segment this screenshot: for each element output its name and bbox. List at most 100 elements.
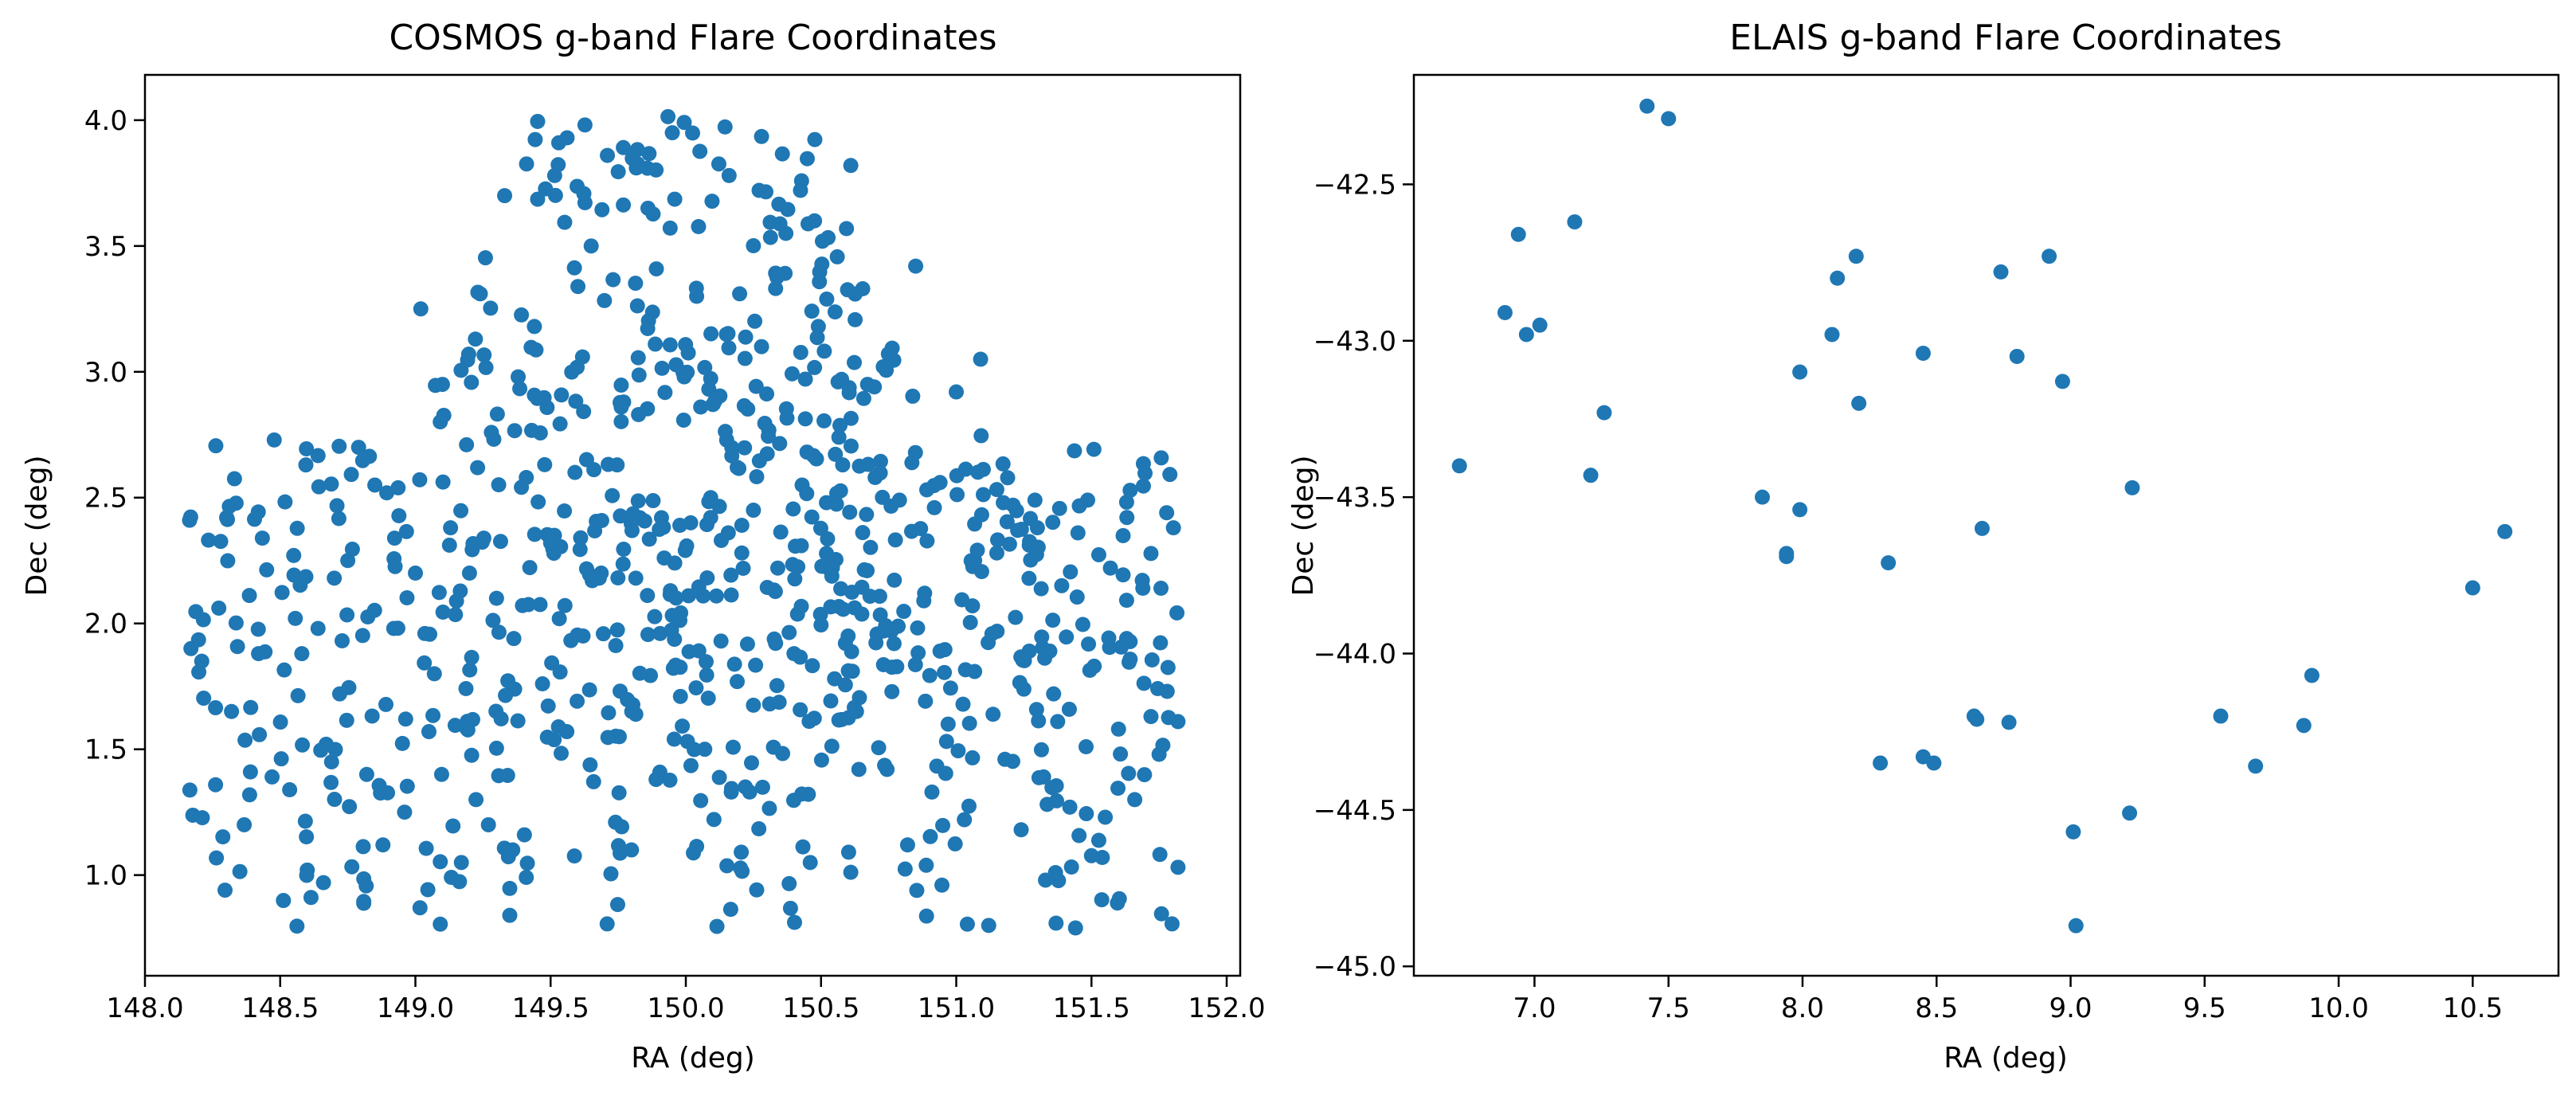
data-point: [2054, 374, 2070, 390]
data-point: [277, 494, 293, 510]
data-point: [795, 839, 811, 855]
data-point: [1013, 822, 1029, 838]
data-point: [769, 678, 785, 694]
data-point: [1792, 502, 1808, 518]
data-point: [737, 350, 753, 366]
data-point: [2068, 918, 2084, 934]
data-point: [799, 444, 815, 460]
data-point: [801, 714, 817, 730]
data-point: [717, 119, 733, 135]
data-point: [609, 622, 625, 638]
data-point: [761, 801, 777, 816]
data-point: [530, 113, 546, 129]
data-point: [996, 495, 1012, 511]
data-point: [934, 877, 950, 893]
data-point: [718, 424, 734, 440]
data-point: [955, 696, 971, 712]
data-point: [190, 632, 206, 648]
data-point: [1583, 468, 1599, 483]
cosmos-scatter-panel: COSMOS g-band Flare Coordinates 148.0 148…: [21, 18, 1266, 1075]
data-point: [860, 456, 876, 472]
data-point: [884, 683, 900, 699]
data-point: [364, 708, 380, 724]
data-point: [1881, 555, 1897, 571]
data-point: [228, 615, 244, 631]
data-point: [433, 766, 449, 782]
data-point: [697, 742, 713, 757]
data-point: [492, 534, 508, 550]
data-point: [502, 907, 518, 923]
data-point: [784, 366, 800, 382]
data-point: [615, 556, 631, 572]
data-point: [489, 406, 505, 422]
data-point: [468, 331, 483, 347]
data-point: [807, 359, 823, 375]
data-point: [557, 214, 573, 230]
chart-title: COSMOS g-band Flare Coordinates: [389, 18, 996, 58]
data-point: [272, 714, 288, 730]
data-point: [252, 726, 268, 742]
data-point: [310, 448, 326, 464]
data-point: [679, 538, 695, 554]
data-point: [468, 792, 484, 808]
data-point: [2213, 708, 2229, 724]
data-point: [2497, 523, 2513, 539]
data-point: [577, 117, 593, 133]
data-point: [872, 453, 888, 469]
data-point: [725, 739, 741, 755]
data-point: [1851, 395, 1867, 411]
data-point: [652, 522, 667, 538]
data-point: [816, 343, 832, 359]
data-point: [886, 636, 902, 652]
data-point: [1143, 709, 1159, 725]
data-point: [1008, 503, 1024, 519]
data-point: [769, 560, 785, 576]
data-point: [812, 274, 828, 290]
data-point: [339, 607, 355, 623]
data-point: [522, 560, 538, 576]
data-point: [335, 633, 350, 649]
data-point: [390, 620, 405, 636]
data-point: [823, 599, 839, 615]
data-point: [1048, 777, 1064, 793]
data-point: [877, 757, 893, 773]
data-point: [229, 639, 245, 655]
data-point: [1153, 635, 1169, 651]
data-point: [887, 572, 902, 588]
data-point: [570, 279, 586, 295]
data-point: [805, 658, 820, 674]
data-point: [867, 379, 883, 395]
data-point: [460, 346, 476, 362]
data-point: [609, 897, 625, 913]
data-point: [701, 494, 717, 510]
data-point: [840, 628, 856, 644]
data-point: [1779, 549, 1795, 565]
data-point: [1071, 498, 1087, 514]
data-point: [737, 440, 753, 456]
data-point: [418, 840, 434, 856]
data-point: [746, 697, 761, 713]
data-point: [1110, 721, 1126, 737]
data-point: [1071, 828, 1087, 844]
data-point: [1102, 560, 1118, 576]
data-point: [546, 546, 562, 562]
data-point: [523, 422, 539, 438]
x-tick-label: 7.5: [1647, 992, 1690, 1024]
data-point: [703, 326, 719, 342]
data-point: [491, 624, 507, 640]
data-point: [242, 764, 258, 780]
data-point: [666, 731, 682, 747]
data-point: [417, 655, 433, 671]
data-point: [511, 369, 527, 385]
data-point: [282, 782, 298, 798]
data-point: [667, 191, 683, 207]
data-point: [453, 503, 469, 519]
data-point: [724, 440, 740, 456]
data-point: [1830, 270, 1846, 286]
data-point: [832, 483, 848, 499]
data-point: [793, 344, 808, 360]
data-point: [1122, 633, 1138, 649]
data-point: [628, 707, 644, 722]
data-point: [1497, 304, 1513, 320]
data-point: [1031, 713, 1047, 729]
